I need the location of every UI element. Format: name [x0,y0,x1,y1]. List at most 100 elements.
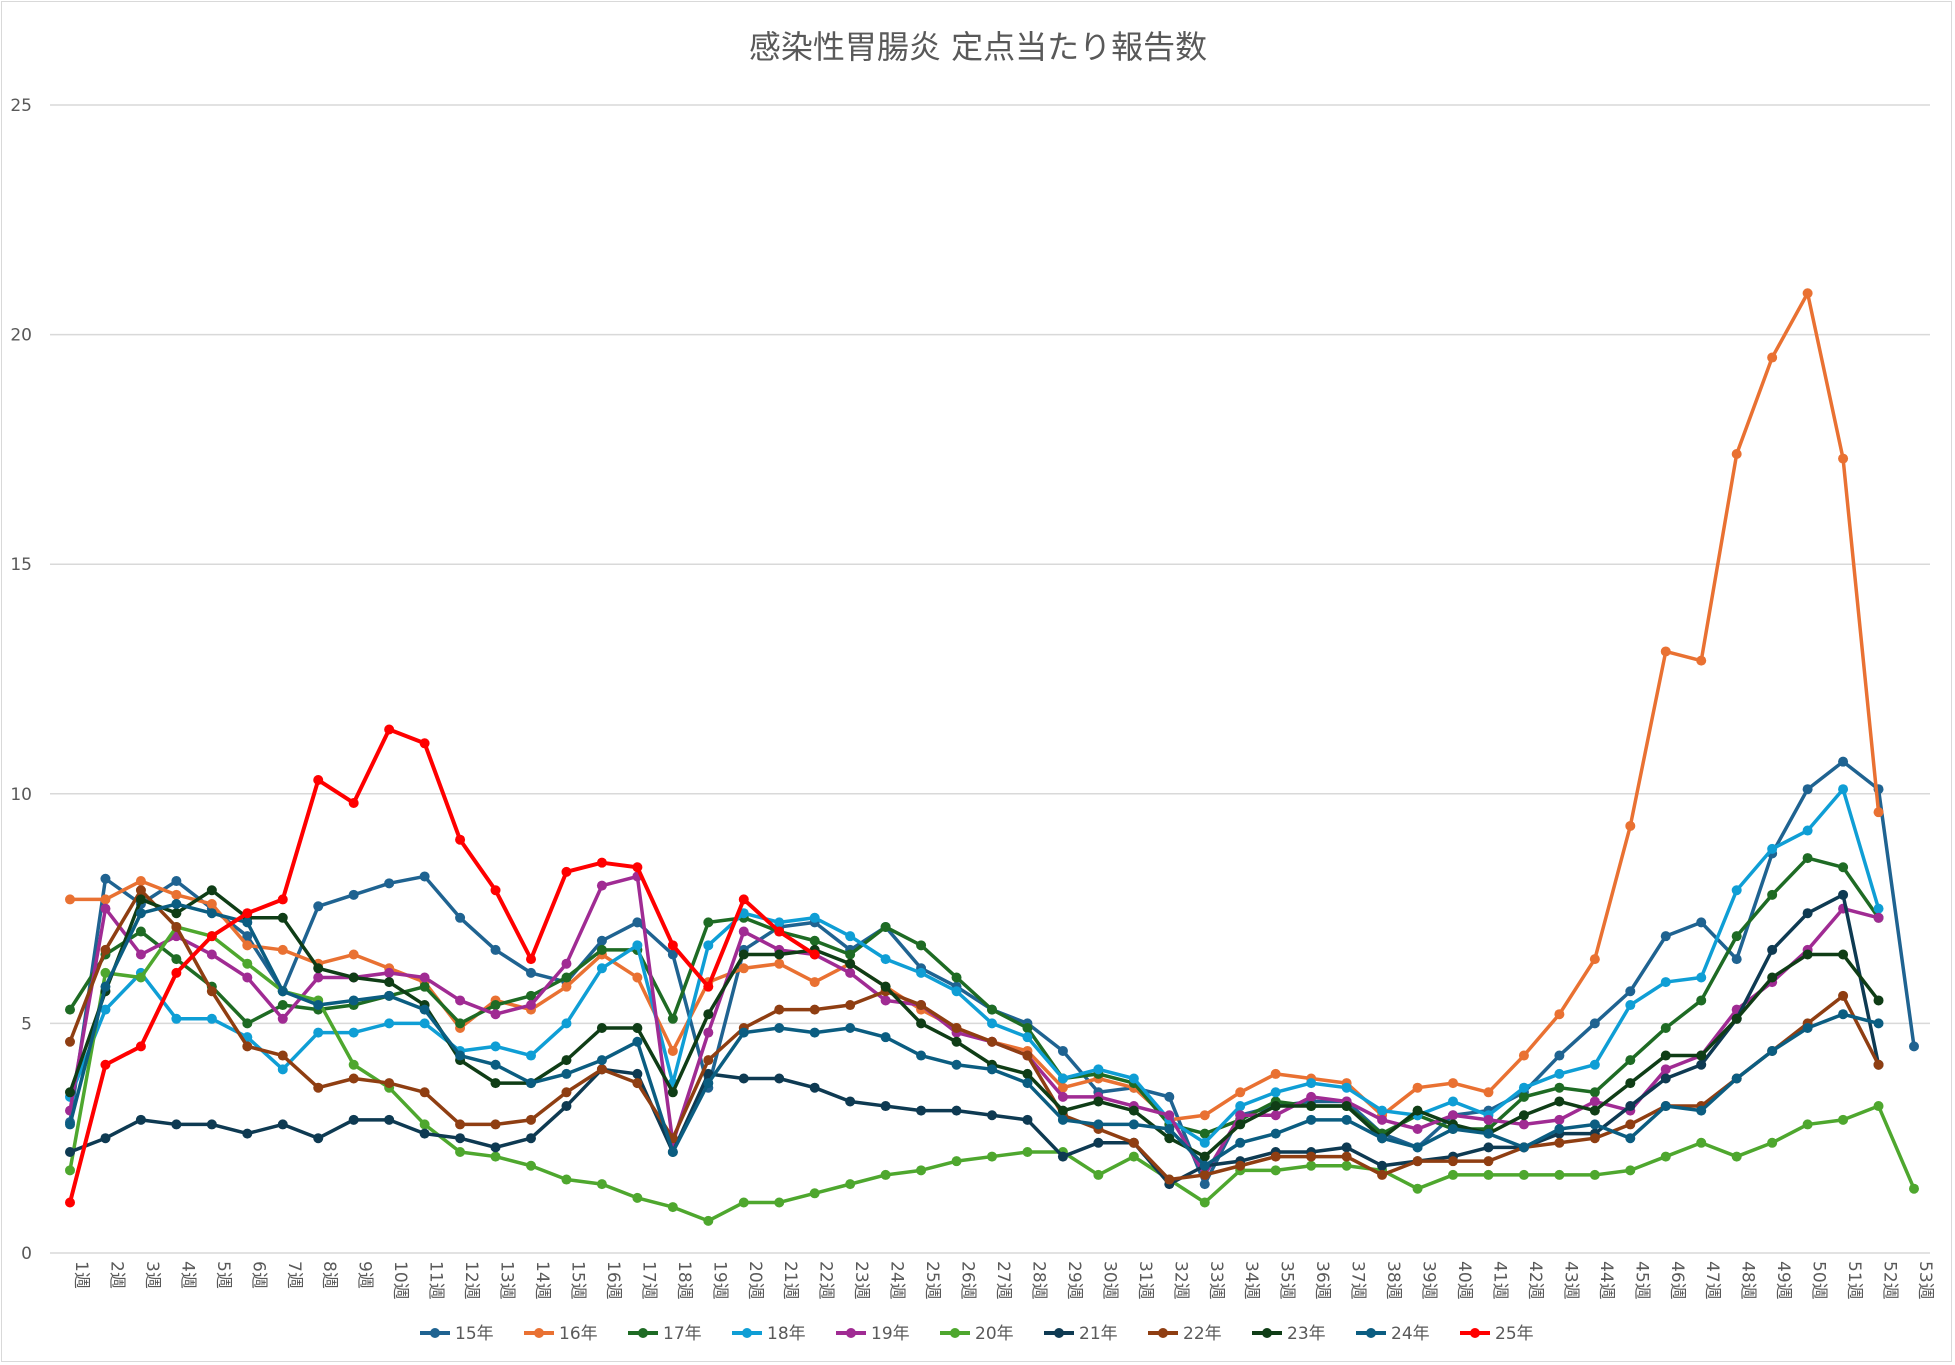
data-point [1873,1059,1884,1070]
legend-item[interactable]: 17年 [628,1324,702,1344]
data-point [348,995,359,1006]
data-point [1518,1110,1529,1121]
data-point [1554,1009,1565,1020]
data-point [455,834,466,845]
data-point [242,917,253,928]
series-24年 [65,899,1884,1171]
data-point [1554,1082,1565,1093]
x-tick-label: 20週 [745,1261,765,1300]
data-point [313,1000,324,1011]
data-point [1306,1078,1317,1089]
data-point [1270,1068,1281,1079]
series-line [68,874,1879,1177]
data-point [1022,1078,1033,1089]
legend-item[interactable]: 16年 [524,1324,598,1344]
legend-item[interactable]: 20年 [940,1324,1014,1344]
data-point [880,1101,891,1112]
legend-item[interactable]: 18年 [732,1324,806,1344]
data-point [135,1114,146,1125]
data-point [1199,1169,1210,1180]
x-tick-label: 35週 [1277,1261,1297,1300]
data-point [100,873,111,884]
data-point [1518,1082,1529,1093]
data-point [277,1050,288,1061]
data-point [1625,820,1636,831]
x-tick-label: 37週 [1348,1261,1368,1300]
y-tick-label: 25 [10,96,32,116]
x-tick-label: 36週 [1312,1261,1332,1300]
data-point [1696,655,1707,666]
data-point [1093,1137,1104,1148]
y-tick-label: 20 [10,326,32,346]
data-point [242,908,253,919]
data-point [1802,1119,1813,1130]
legend-item[interactable]: 22年 [1148,1324,1222,1344]
legend-item[interactable]: 25年 [1460,1324,1534,1344]
data-point [809,977,820,988]
data-point [1270,1110,1281,1121]
data-point [1589,1105,1600,1116]
data-point [774,926,785,937]
data-point [845,967,856,978]
legend-item[interactable]: 19年 [836,1324,910,1344]
data-point [667,1013,678,1024]
data-point [667,940,678,951]
x-tick-label: 33週 [1206,1261,1226,1300]
x-tick-label: 10週 [390,1261,410,1300]
x-tick-label: 45週 [1631,1261,1651,1300]
data-point [845,958,856,969]
data-point [1909,1183,1919,1194]
data-point [1554,1096,1565,1107]
data-point [632,1078,643,1089]
data-point [526,967,536,978]
data-point [384,1078,395,1089]
legend-item[interactable]: 24年 [1356,1324,1430,1344]
x-tick-label: 6週 [248,1261,268,1289]
legend-marker-icon [1262,1328,1272,1338]
data-point [171,908,182,919]
data-point [171,954,182,965]
data-point [703,1009,714,1020]
data-point [1767,1137,1778,1148]
data-point [277,1064,288,1075]
data-point [490,1059,501,1070]
data-point [987,1151,997,1162]
data-point [1873,1018,1884,1029]
data-point [384,967,395,978]
data-point [242,958,253,969]
data-point [596,1179,607,1190]
legend-label: 18年 [767,1324,806,1344]
data-point [1660,1022,1671,1033]
data-point [774,958,785,969]
data-point [242,1128,253,1139]
data-point [65,1146,75,1157]
series-line [68,888,1880,1159]
data-point [348,1027,359,1038]
data-point [845,949,856,960]
data-point [596,857,607,868]
x-tick-label: 1週 [71,1261,91,1289]
data-point [774,1073,785,1084]
data-point [1625,1000,1636,1011]
x-tick-label: 27週 [993,1261,1013,1300]
x-tick-label: 44週 [1596,1261,1616,1300]
data-point [1057,1091,1068,1102]
data-point [1589,1096,1600,1107]
data-point [1660,1064,1671,1075]
data-point [809,1082,820,1093]
legend-item[interactable]: 21年 [1044,1324,1118,1344]
x-tick-label: 31週 [1135,1261,1155,1300]
x-tick-label: 3週 [142,1261,162,1289]
y-tick-label: 10 [10,785,32,805]
data-point [1518,1142,1529,1153]
x-tick-label: 16週 [603,1261,623,1300]
data-point [1589,1169,1600,1180]
legend-item[interactable]: 23年 [1252,1324,1326,1344]
data-point [703,1055,714,1066]
data-point [1731,1151,1742,1162]
data-point [916,1000,927,1011]
data-point [632,972,643,983]
data-point [738,1027,749,1038]
legend-item[interactable]: 15年 [420,1324,494,1344]
legend-marker-icon [1366,1328,1376,1338]
